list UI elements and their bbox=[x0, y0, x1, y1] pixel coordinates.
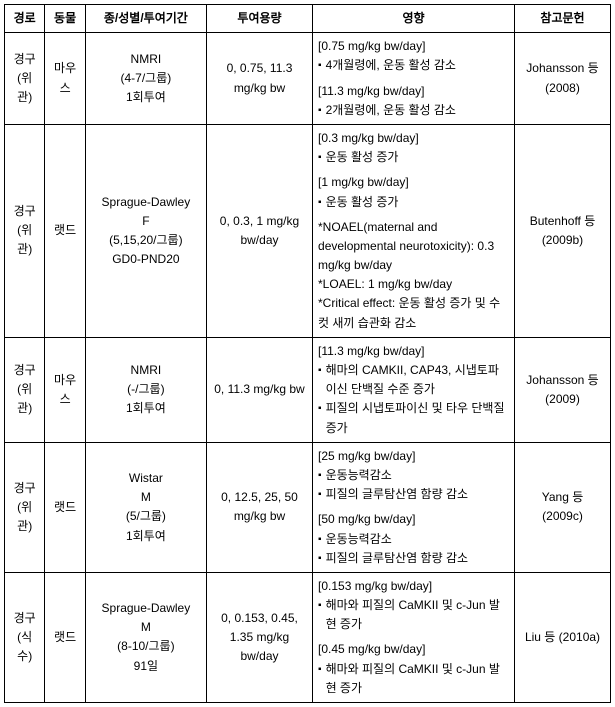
cell-route: 경구(위관) bbox=[5, 33, 45, 125]
header-animal: 동물 bbox=[45, 5, 85, 33]
effect-header: [11.3 mg/kg bw/day] bbox=[318, 82, 509, 101]
table-row: 경구(위관) 마우스 NMRI (-/그룹) 1회투여 0, 11.3 mg/k… bbox=[5, 337, 611, 442]
species-line: (4-7/그룹) bbox=[91, 69, 201, 88]
cell-effect: [0.153 mg/kg bw/day] 해마와 피질의 CaMKII 및 c-… bbox=[313, 572, 515, 702]
cell-species: NMRI (-/그룹) 1회투여 bbox=[85, 337, 206, 442]
cell-route: 경구(위관) bbox=[5, 124, 45, 337]
effect-header: [0.45 mg/kg bw/day] bbox=[318, 640, 509, 659]
effect-header: [0.153 mg/kg bw/day] bbox=[318, 577, 509, 596]
cell-dose: 0, 0.153, 0.45, 1.35 mg/kg bw/day bbox=[206, 572, 312, 702]
species-line: (-/그룹) bbox=[91, 380, 201, 399]
species-line: Sprague-Dawley bbox=[91, 599, 201, 618]
cell-species: Sprague-Dawley M (8-10/그룹) 91일 bbox=[85, 572, 206, 702]
effect-bullet: 운동능력감소 bbox=[318, 466, 509, 485]
species-line: NMRI bbox=[91, 361, 201, 380]
species-line: F bbox=[91, 212, 201, 231]
table-row: 경구(위관) 랫드 Sprague-Dawley F (5,15,20/그룹) … bbox=[5, 124, 611, 337]
cell-ref: Butenhoff 등 (2009b) bbox=[515, 124, 611, 337]
effect-note: *NOAEL(maternal and developmental neurot… bbox=[318, 218, 509, 276]
cell-dose: 0, 0.75, 11.3 mg/kg bw bbox=[206, 33, 312, 125]
species-line: M bbox=[91, 488, 201, 507]
effect-bullet: 운동 활성 증가 bbox=[318, 148, 509, 167]
effect-bullet: 2개월령에, 운동 활성 감소 bbox=[318, 101, 509, 120]
cell-dose: 0, 11.3 mg/kg bw bbox=[206, 337, 312, 442]
header-species: 종/성별/투여기간 bbox=[85, 5, 206, 33]
effect-note: *Critical effect: 운동 활성 증가 및 수컷 새끼 습관화 감… bbox=[318, 294, 509, 332]
species-line: 1회투여 bbox=[91, 399, 201, 418]
cell-route: 경구(위관) bbox=[5, 442, 45, 572]
species-line: 1회투여 bbox=[91, 88, 201, 107]
header-dose: 투여용량 bbox=[206, 5, 312, 33]
species-line: (5,15,20/그룹) bbox=[91, 231, 201, 250]
species-line: Wistar bbox=[91, 469, 201, 488]
effect-bullet: 피질의 글루탐산염 함량 감소 bbox=[318, 485, 509, 504]
header-ref: 참고문헌 bbox=[515, 5, 611, 33]
table-row: 경구(위관) 랫드 Wistar M (5/그룹) 1회투여 0, 12.5, … bbox=[5, 442, 611, 572]
header-row: 경로 동물 종/성별/투여기간 투여용량 영향 참고문헌 bbox=[5, 5, 611, 33]
effect-note: *LOAEL: 1 mg/kg bw/day bbox=[318, 275, 509, 294]
species-line: M bbox=[91, 618, 201, 637]
effect-bullet: 운동능력감소 bbox=[318, 530, 509, 549]
cell-ref: Johansson 등 (2008) bbox=[515, 33, 611, 125]
cell-route: 경구(식수) bbox=[5, 572, 45, 702]
effect-bullet: 4개월령에, 운동 활성 감소 bbox=[318, 56, 509, 75]
table-row: 경구(식수) 랫드 Sprague-Dawley M (8-10/그룹) 91일… bbox=[5, 572, 611, 702]
cell-dose: 0, 0.3, 1 mg/kg bw/day bbox=[206, 124, 312, 337]
cell-route: 경구(위관) bbox=[5, 337, 45, 442]
effect-header: [1 mg/kg bw/day] bbox=[318, 173, 509, 192]
species-line: GD0-PND20 bbox=[91, 250, 201, 269]
cell-species: Sprague-Dawley F (5,15,20/그룹) GD0-PND20 bbox=[85, 124, 206, 337]
cell-ref: Liu 등 (2010a) bbox=[515, 572, 611, 702]
species-line: (5/그룹) bbox=[91, 507, 201, 526]
effect-bullet: 해마의 CAMKII, CAP43, 시냅토파이신 단백질 수준 증가 bbox=[318, 361, 509, 399]
cell-ref: Johansson 등 (2009) bbox=[515, 337, 611, 442]
effect-header: [11.3 mg/kg bw/day] bbox=[318, 342, 509, 361]
species-line: 91일 bbox=[91, 657, 201, 676]
cell-animal: 마우스 bbox=[45, 337, 85, 442]
effect-bullet: 해마와 피질의 CaMKII 및 c-Jun 발현 증가 bbox=[318, 660, 509, 698]
effect-header: [0.75 mg/kg bw/day] bbox=[318, 37, 509, 56]
cell-animal: 마우스 bbox=[45, 33, 85, 125]
cell-species: Wistar M (5/그룹) 1회투여 bbox=[85, 442, 206, 572]
effect-bullet: 피질의 시냅토파이신 및 타우 단백질 증가 bbox=[318, 399, 509, 437]
cell-animal: 랫드 bbox=[45, 572, 85, 702]
effect-header: [50 mg/kg bw/day] bbox=[318, 510, 509, 529]
effect-bullet: 운동 활성 증가 bbox=[318, 193, 509, 212]
cell-effect: [0.75 mg/kg bw/day] 4개월령에, 운동 활성 감소 [11.… bbox=[313, 33, 515, 125]
cell-animal: 랫드 bbox=[45, 124, 85, 337]
cell-animal: 랫드 bbox=[45, 442, 85, 572]
species-line: Sprague-Dawley bbox=[91, 193, 201, 212]
species-line: NMRI bbox=[91, 50, 201, 69]
species-line: (8-10/그룹) bbox=[91, 637, 201, 656]
effect-bullet: 피질의 글루탐산염 함량 감소 bbox=[318, 549, 509, 568]
effect-header: [0.3 mg/kg bw/day] bbox=[318, 129, 509, 148]
cell-species: NMRI (4-7/그룹) 1회투여 bbox=[85, 33, 206, 125]
cell-effect: [11.3 mg/kg bw/day] 해마의 CAMKII, CAP43, 시… bbox=[313, 337, 515, 442]
species-line: 1회투여 bbox=[91, 527, 201, 546]
cell-dose: 0, 12.5, 25, 50 mg/kg bw bbox=[206, 442, 312, 572]
data-table: 경로 동물 종/성별/투여기간 투여용량 영향 참고문헌 경구(위관) 마우스 … bbox=[4, 4, 611, 703]
table-row: 경구(위관) 마우스 NMRI (4-7/그룹) 1회투여 0, 0.75, 1… bbox=[5, 33, 611, 125]
cell-effect: [0.3 mg/kg bw/day] 운동 활성 증가 [1 mg/kg bw/… bbox=[313, 124, 515, 337]
cell-ref: Yang 등 (2009c) bbox=[515, 442, 611, 572]
header-route: 경로 bbox=[5, 5, 45, 33]
header-effect: 영향 bbox=[313, 5, 515, 33]
effect-header: [25 mg/kg bw/day] bbox=[318, 447, 509, 466]
effect-bullet: 해마와 피질의 CaMKII 및 c-Jun 발현 증가 bbox=[318, 596, 509, 634]
cell-effect: [25 mg/kg bw/day] 운동능력감소 피질의 글루탐산염 함량 감소… bbox=[313, 442, 515, 572]
